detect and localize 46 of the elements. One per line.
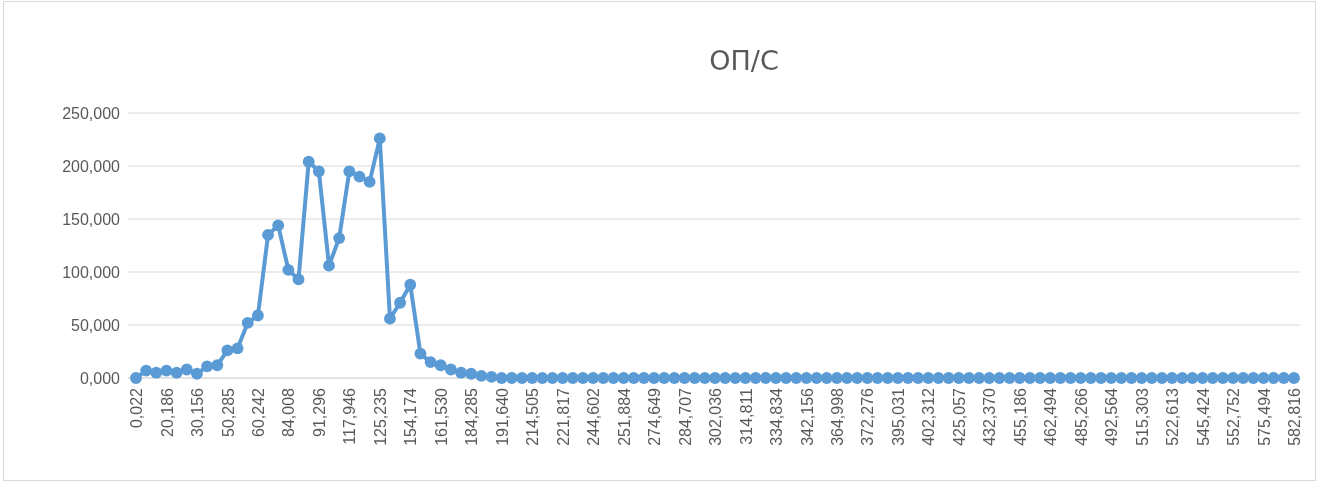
x-tick-label: 244,602 <box>585 387 603 446</box>
x-tick-label: 117,946 <box>341 387 359 445</box>
x-tick-label: 395,031 <box>889 387 907 446</box>
x-tick-label: 364,998 <box>828 387 846 446</box>
x-tick-label: 314,811 <box>737 387 755 445</box>
x-tick-label: 425,057 <box>950 387 968 446</box>
x-tick-label: 161,530 <box>432 387 450 446</box>
x-tick-label: 30,156 <box>189 387 207 437</box>
x-tick-label: 60,242 <box>249 387 267 437</box>
x-tick-label: 125,235 <box>371 387 389 446</box>
x-tick-label: 492,564 <box>1103 387 1121 446</box>
x-tick-label: 432,370 <box>981 387 999 446</box>
y-tick-label: 250,000 <box>62 104 121 122</box>
x-tick-label: 334,834 <box>768 387 786 446</box>
x-tick-label: 462,494 <box>1042 387 1060 446</box>
x-tick-label: 485,266 <box>1072 387 1090 446</box>
x-tick-label: 0,022 <box>128 387 146 429</box>
x-tick-label: 154,174 <box>402 387 420 446</box>
y-tick-label: 100,000 <box>62 263 121 281</box>
x-tick-label: 214,505 <box>524 387 542 446</box>
x-tick-label: 84,008 <box>280 387 298 437</box>
x-tick-label: 91,296 <box>310 387 328 437</box>
x-tick-label: 575,494 <box>1255 387 1273 446</box>
x-tick-label: 522,613 <box>1164 387 1182 446</box>
x-tick-label: 184,285 <box>463 387 481 446</box>
x-tick-label: 221,817 <box>554 387 572 446</box>
x-tick-label: 302,036 <box>707 387 725 446</box>
chart-title: ОП/С <box>709 45 779 76</box>
x-tick-label: 402,312 <box>920 387 938 446</box>
x-tick-label: 50,285 <box>219 387 237 437</box>
y-tick-label: 200,000 <box>62 157 121 175</box>
x-tick-label: 191,640 <box>493 387 511 446</box>
x-tick-label: 251,884 <box>615 387 633 446</box>
y-tick-label: 50,000 <box>71 316 121 334</box>
x-tick-label: 515,303 <box>1133 387 1151 446</box>
x-tick-label: 582,816 <box>1286 387 1304 446</box>
x-tick-label: 545,424 <box>1194 387 1212 446</box>
x-tick-label: 372,276 <box>859 387 877 446</box>
x-tick-label: 552,752 <box>1225 387 1243 446</box>
x-tick-label: 20,186 <box>158 387 176 437</box>
x-tick-label: 342,156 <box>798 387 816 446</box>
y-tick-label: 0,000 <box>79 369 121 387</box>
x-tick-label: 455,186 <box>1011 387 1029 446</box>
x-tick-label: 284,707 <box>676 387 694 446</box>
x-tick-label: 274,649 <box>646 387 664 446</box>
y-tick-label: 150,000 <box>62 210 121 228</box>
